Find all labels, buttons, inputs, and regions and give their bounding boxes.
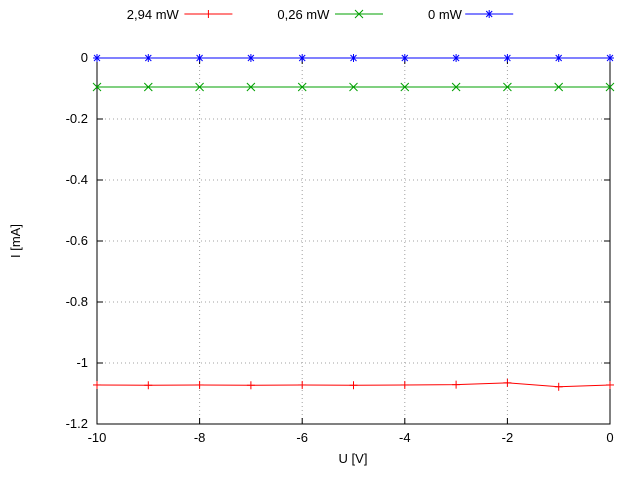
- y-tick-label: -1: [76, 355, 88, 370]
- x-tick-label: -4: [399, 430, 411, 445]
- y-tick-label: -0.2: [66, 111, 88, 126]
- legend-item-2-94-mW: 2,94 mW: [127, 7, 233, 22]
- y-tick-label: -0.4: [66, 172, 88, 187]
- tick-labels: -10 -8 -6 -4 -2 0 0 -0.2 -0.4 -0.6 -0.8 -1 -1.2: [66, 50, 614, 445]
- x-tick-label: -8: [194, 430, 206, 445]
- x-tick-label: -2: [502, 430, 514, 445]
- x-axis-label: U [V]: [339, 451, 368, 466]
- legend-label: 0,26 mW: [277, 7, 330, 22]
- series-0-26-mW: [92, 82, 615, 92]
- series-0-mW: [93, 54, 614, 62]
- legend-item-0-mW: 0 mW: [428, 7, 514, 22]
- legend: 2,94 mW 0,26 mW 0 mW: [127, 7, 514, 22]
- y-axis-label: I [mA]: [8, 224, 23, 258]
- y-tick-label: -1.2: [66, 416, 88, 431]
- legend-label: 0 mW: [428, 7, 463, 22]
- y-tick-label: 0: [81, 50, 88, 65]
- series-2-94-mW: [93, 378, 614, 391]
- gridlines: [96, 57, 611, 425]
- y-tick-label: -0.6: [66, 233, 88, 248]
- y-tick-label: -0.8: [66, 294, 88, 309]
- x-tick-label: -10: [88, 430, 107, 445]
- legend-item-0-26-mW: 0,26 mW: [277, 7, 383, 22]
- x-tick-label: 0: [606, 430, 613, 445]
- legend-label: 2,94 mW: [127, 7, 180, 22]
- data-series: [92, 54, 615, 391]
- x-tick-label: -6: [296, 430, 308, 445]
